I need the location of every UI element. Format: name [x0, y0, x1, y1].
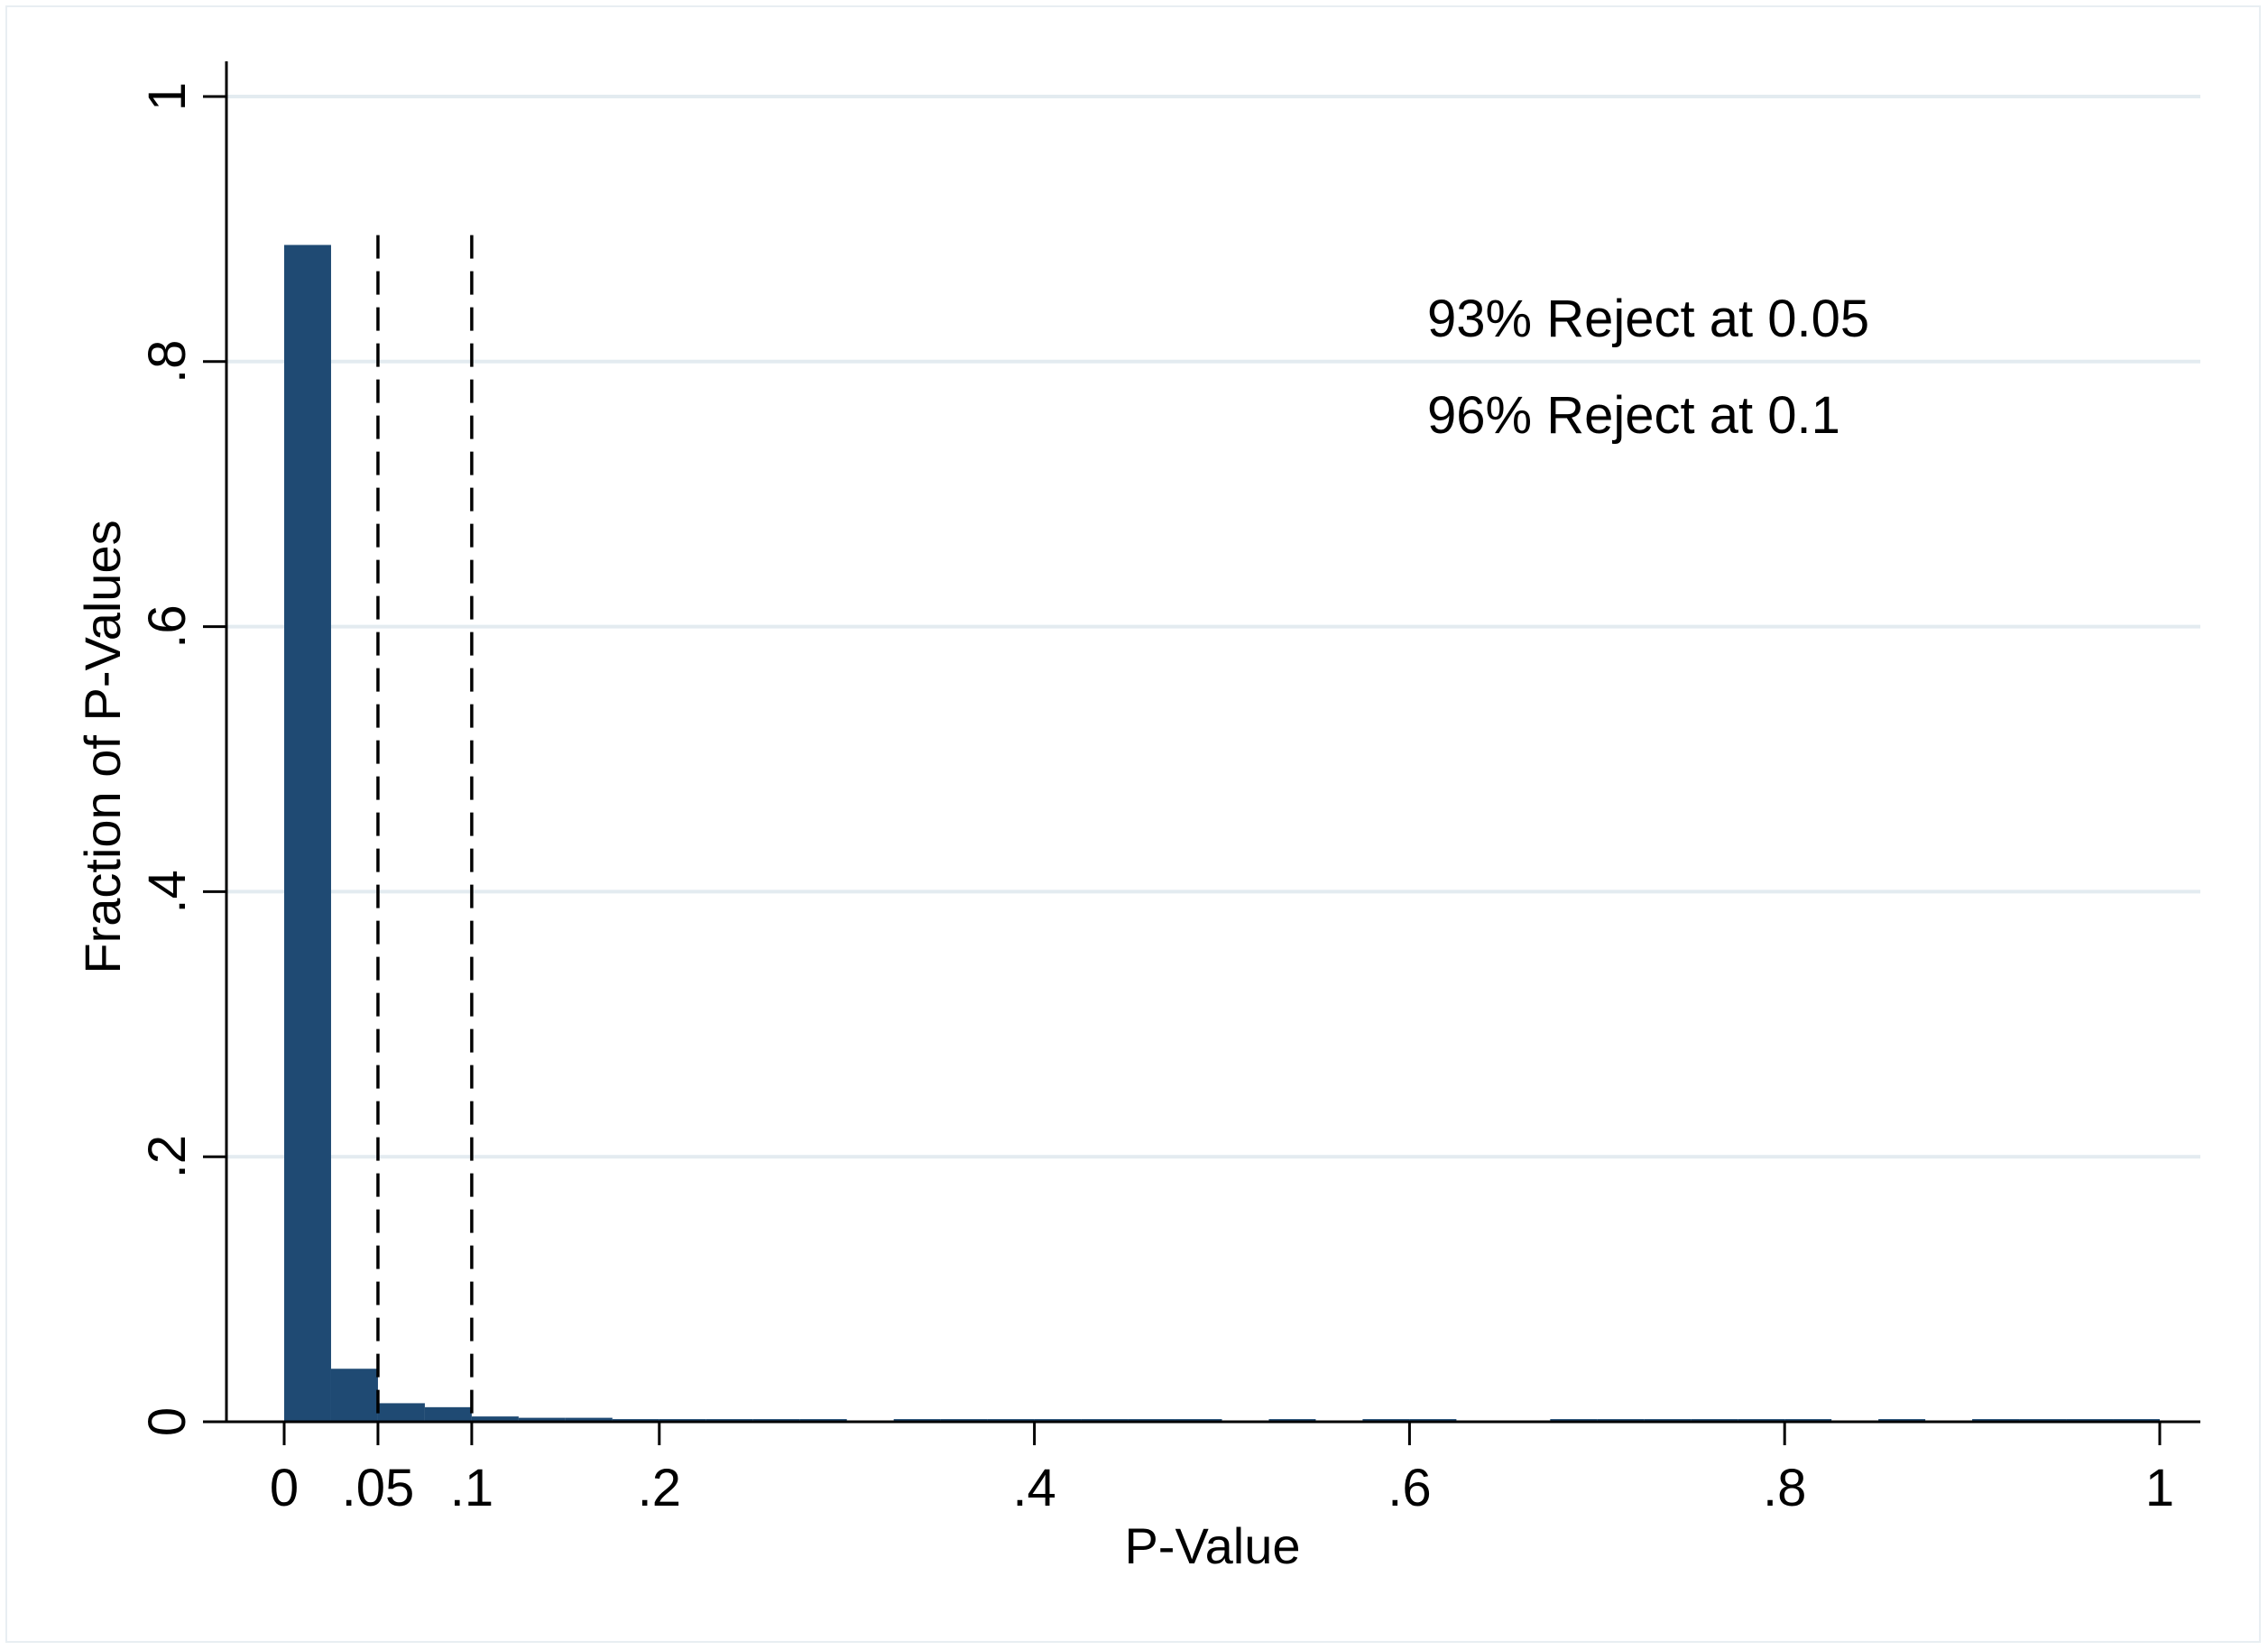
y-tick-label-3: .6	[138, 604, 197, 648]
histogram-bar-0	[284, 244, 331, 1422]
x-tick-label-6: .8	[1763, 1459, 1806, 1517]
x-tick-label-0: 0	[270, 1459, 299, 1517]
x-tick-label-3: .2	[638, 1459, 681, 1517]
y-tick-label-5: 1	[138, 82, 197, 111]
y-tick-label-1: .2	[138, 1135, 197, 1178]
histogram-chart: 0 .05 .1 .2 .4 .6 .8 1 0 .2 .4 .6 .8 1 P-Value Fract…	[74, 61, 2200, 1574]
annotation-reject-01: 96% Reject at 0.1	[1427, 386, 1840, 445]
reference-lines	[376, 235, 474, 1422]
histogram-bar-4	[471, 1416, 519, 1422]
annotation-reject-005: 93% Reject at 0.05	[1427, 290, 1869, 348]
histogram-bars	[284, 244, 2160, 1422]
y-axis-ticks: 0 .2 .4 .6 .8 1	[138, 82, 226, 1436]
histogram-bar-2	[377, 1403, 425, 1422]
x-tick-label-1: .05	[342, 1459, 415, 1517]
x-tick-label-7: 1	[2145, 1459, 2174, 1517]
y-tick-label-2: .4	[138, 870, 197, 913]
y-tick-label-4: .8	[138, 340, 197, 383]
axes	[225, 61, 2200, 1424]
y-tick-label-0: 0	[138, 1407, 197, 1436]
histogram-bar-1	[330, 1369, 378, 1422]
x-tick-label-4: .4	[1012, 1459, 1056, 1517]
x-tick-label-2: .1	[450, 1459, 493, 1517]
chart-frame: 0 .05 .1 .2 .4 .6 .8 1 0 .2 .4 .6 .8 1 P-Value Fract…	[5, 5, 2261, 1643]
y-axis-label: Fraction of P-Values	[74, 520, 131, 973]
gridlines	[226, 95, 2200, 1159]
x-axis-ticks: 0 .05 .1 .2 .4 .6 .8 1	[270, 1422, 2174, 1517]
histogram-bar-5	[518, 1417, 566, 1422]
x-tick-label-5: .6	[1388, 1459, 1431, 1517]
x-axis-label: P-Value	[1124, 1517, 1300, 1574]
histogram-bar-3	[424, 1406, 472, 1422]
histogram-bar-6	[565, 1417, 613, 1422]
